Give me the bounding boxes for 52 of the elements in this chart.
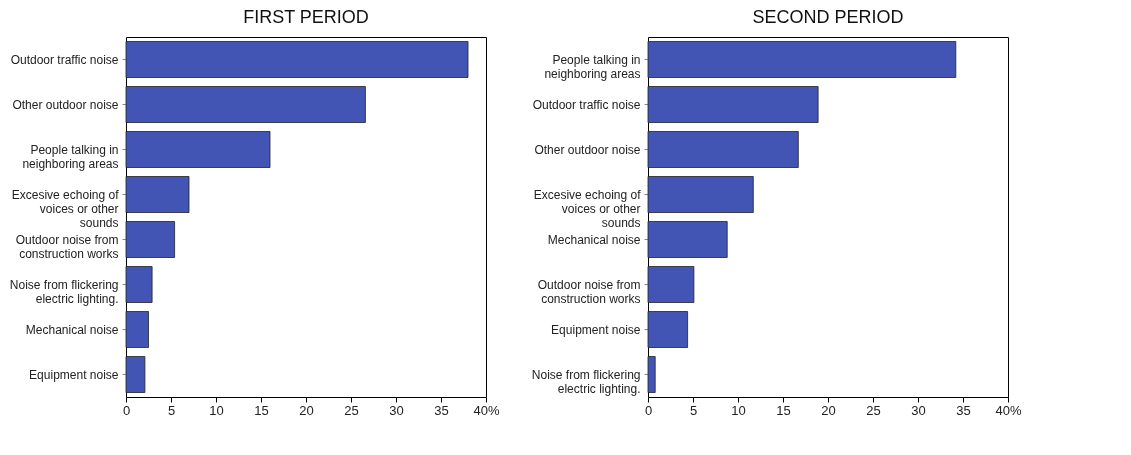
y-tick-label: Equipment noise bbox=[29, 367, 119, 382]
bar bbox=[647, 356, 656, 393]
y-tick-label: Mechanical noise bbox=[25, 322, 119, 337]
y-tick-label: Outdoor traffic noise bbox=[532, 97, 641, 112]
y-tick-label: Outdoor noise from construction works bbox=[537, 277, 641, 306]
x-tick-label: 35 bbox=[434, 402, 449, 418]
bar bbox=[125, 221, 175, 258]
x-tick-label: 40% bbox=[473, 402, 500, 418]
chart-title: FIRST PERIOD bbox=[243, 7, 369, 27]
chart-title: SECOND PERIOD bbox=[752, 7, 904, 27]
bar bbox=[125, 311, 149, 348]
x-tick-label: 0 bbox=[644, 402, 653, 418]
y-tick-label: People talking in neighboring areas bbox=[544, 52, 641, 81]
x-tick-label: 15 bbox=[776, 402, 791, 418]
y-tick-label: Outdoor noise from construction works bbox=[15, 232, 119, 261]
x-tick-label: 15 bbox=[254, 402, 269, 418]
bar bbox=[125, 131, 271, 168]
x-tick-label: 25 bbox=[344, 402, 359, 418]
bar bbox=[647, 311, 688, 348]
bar bbox=[647, 131, 799, 168]
y-tick-label: Excesive echoing of voices or other sounds bbox=[533, 187, 642, 230]
x-tick-label: 10 bbox=[209, 402, 224, 418]
x-tick-label: 0 bbox=[122, 402, 131, 418]
bar bbox=[125, 86, 366, 123]
bar bbox=[647, 176, 754, 213]
y-tick-label: People talking in neighboring areas bbox=[22, 142, 119, 171]
y-tick-label: Other outdoor noise bbox=[12, 97, 119, 112]
x-tick-label: 25 bbox=[866, 402, 881, 418]
bar bbox=[125, 41, 469, 78]
x-tick-label: 30 bbox=[911, 402, 926, 418]
bar bbox=[125, 266, 153, 303]
bar bbox=[647, 86, 819, 123]
x-tick-label: 10 bbox=[731, 402, 746, 418]
x-tick-label: 5 bbox=[167, 402, 176, 418]
x-tick-label: 30 bbox=[389, 402, 404, 418]
bar bbox=[125, 176, 190, 213]
y-tick-label: Mechanical noise bbox=[547, 232, 641, 247]
bar bbox=[647, 41, 957, 78]
y-tick-label: Noise from flickering electric lighting. bbox=[9, 277, 119, 306]
bar bbox=[647, 221, 728, 258]
x-tick-label: 35 bbox=[956, 402, 971, 418]
y-tick-label: Excesive echoing of voices or other sounds bbox=[11, 187, 120, 230]
y-tick-label: Equipment noise bbox=[551, 322, 641, 337]
x-tick-label: 5 bbox=[689, 402, 698, 418]
y-tick-label: Noise from flickering electric lighting. bbox=[531, 367, 641, 396]
bar bbox=[125, 356, 146, 393]
x-tick-label: 20 bbox=[821, 402, 836, 418]
x-tick-label: 40% bbox=[995, 402, 1022, 418]
y-tick-label: Other outdoor noise bbox=[534, 142, 641, 157]
x-tick-label: 20 bbox=[299, 402, 314, 418]
bar bbox=[647, 266, 695, 303]
y-tick-label: Outdoor traffic noise bbox=[10, 52, 119, 67]
